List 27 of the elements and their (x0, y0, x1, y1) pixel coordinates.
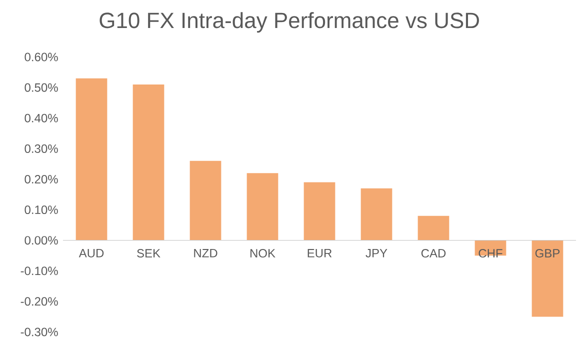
x-tick-label: GBP (535, 249, 560, 258)
x-tick-label: JPY (366, 249, 388, 258)
x-tick-label: SEK (137, 249, 160, 258)
y-tick-label: -0.10% (20, 266, 58, 276)
x-tick-label: AUD (78, 249, 104, 258)
y-tick-label: -0.30% (20, 328, 58, 336)
bar (190, 160, 222, 240)
x-tick-label: NZD (194, 249, 218, 258)
y-tick-label: 0.20% (24, 174, 58, 184)
y-tick-label: 0.10% (24, 206, 58, 214)
chart-title: G10 FX Intra-day Performance vs USD (100, 12, 479, 33)
y-tick-label: 0.40% (24, 114, 58, 122)
y-tick-label: 0.30% (24, 144, 58, 153)
y-tick-label: 0.50% (24, 83, 58, 92)
y-tick-label: 0.60% (24, 52, 58, 62)
x-tick-label: EUR (308, 249, 332, 258)
y-tick-label: -0.20% (20, 297, 58, 306)
bar (76, 78, 108, 240)
bar (304, 182, 336, 240)
y-tick-label: 0.00% (24, 236, 58, 245)
bar (246, 173, 278, 240)
x-tick-label: NOK (250, 249, 276, 258)
bar (132, 84, 164, 240)
x-tick-label: CAD (421, 249, 446, 258)
bar (360, 188, 392, 240)
bar (532, 240, 564, 317)
bar (418, 216, 450, 240)
